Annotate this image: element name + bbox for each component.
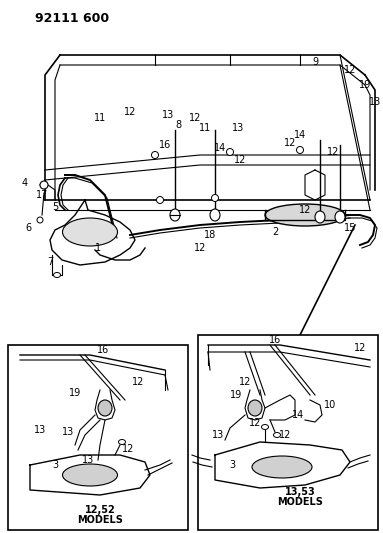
Text: 12: 12 [239,377,251,387]
Text: 11: 11 [199,123,211,133]
Text: 13: 13 [34,425,46,435]
Text: 12: 12 [327,147,339,157]
Ellipse shape [37,217,43,223]
Text: 15: 15 [344,223,356,233]
Ellipse shape [252,456,312,478]
Bar [198,335,378,530]
Ellipse shape [152,151,159,158]
Text: 13: 13 [232,123,244,133]
Text: 12: 12 [124,107,136,117]
Text: 12: 12 [194,243,206,253]
Text: 3: 3 [229,460,235,470]
Text: 2: 2 [272,227,278,237]
Text: 6: 6 [25,223,31,233]
Text: 12,52: 12,52 [85,505,115,515]
Text: 92111 600: 92111 600 [35,12,109,25]
Text: 13: 13 [369,97,381,107]
Text: 17: 17 [36,190,48,200]
Ellipse shape [54,272,61,278]
Text: MODELS: MODELS [277,497,323,507]
Ellipse shape [335,211,345,223]
Text: 14: 14 [294,130,306,140]
Text: 10: 10 [324,400,336,410]
Ellipse shape [248,400,262,416]
Text: 4: 4 [22,178,28,188]
Text: 13: 13 [212,430,224,440]
Text: 9: 9 [312,57,318,67]
Text: 7: 7 [47,257,53,267]
Text: 18: 18 [204,230,216,240]
Text: MODELS: MODELS [77,515,123,525]
Ellipse shape [226,149,234,156]
Ellipse shape [296,147,303,154]
Text: 16: 16 [159,140,171,150]
Text: 16: 16 [97,345,109,355]
Text: 5: 5 [52,202,58,212]
Ellipse shape [98,400,112,416]
Text: 12: 12 [279,430,291,440]
Ellipse shape [210,209,220,221]
Ellipse shape [170,209,180,221]
Text: 12: 12 [249,418,261,428]
Text: 11: 11 [94,113,106,123]
Ellipse shape [62,464,118,486]
Ellipse shape [273,432,280,438]
Text: 1: 1 [95,243,101,253]
Text: 12: 12 [354,343,366,353]
Text: 19: 19 [69,388,81,398]
Text: 13: 13 [162,110,174,120]
Text: 19: 19 [359,80,371,90]
Bar [8,345,188,530]
Ellipse shape [118,440,126,445]
Text: 13: 13 [62,427,74,437]
Text: 13: 13 [82,455,94,465]
Text: 12: 12 [344,65,356,75]
Text: 12: 12 [189,113,201,123]
Text: 14: 14 [292,410,304,420]
Ellipse shape [62,218,118,246]
Text: 13,53: 13,53 [285,487,315,497]
Text: 16: 16 [269,335,281,345]
Ellipse shape [40,181,48,189]
Text: 12: 12 [284,138,296,148]
Text: 12: 12 [234,155,246,165]
Text: 8: 8 [175,120,181,130]
Ellipse shape [265,204,345,226]
Ellipse shape [157,197,164,204]
Ellipse shape [211,195,218,201]
Text: 3: 3 [52,460,58,470]
Text: 12: 12 [122,444,134,454]
Text: 12: 12 [132,377,144,387]
Ellipse shape [315,211,325,223]
Text: 12: 12 [299,205,311,215]
Text: 19: 19 [230,390,242,400]
Ellipse shape [262,424,268,430]
Text: 14: 14 [214,143,226,153]
